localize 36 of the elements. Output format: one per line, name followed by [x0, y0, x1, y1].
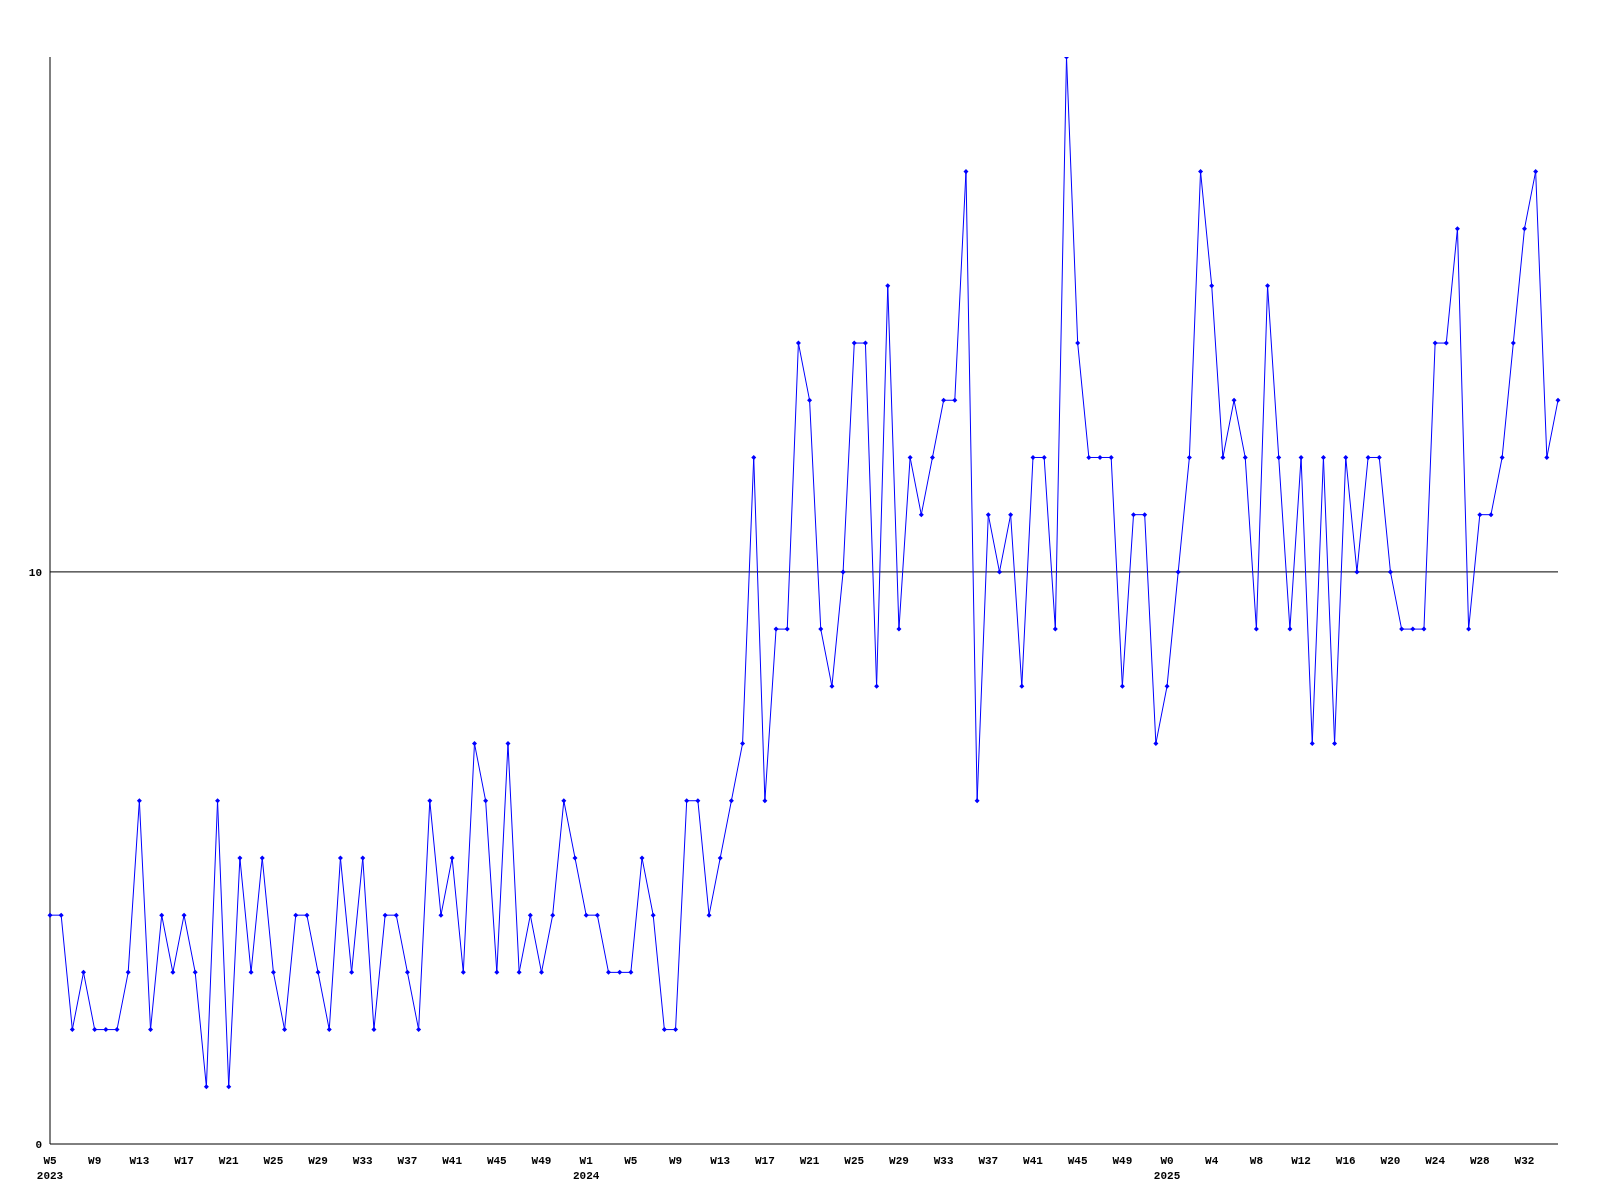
y-tick-label: 10 [28, 566, 42, 579]
x-tick-label: W28 [1469, 1155, 1491, 1167]
x-tick-label: W13 [710, 1155, 731, 1167]
x-tick-label: W45 [1067, 1155, 1088, 1167]
x-tick-label: W29 [889, 1155, 909, 1167]
x-tick-label: W0 2025 [1153, 1155, 1181, 1182]
x-tick-label: W20 [1380, 1155, 1401, 1167]
x-tick-label: W8 [1249, 1155, 1264, 1167]
x-tick-label: W4 [1205, 1155, 1219, 1167]
x-tick-label: W33 [933, 1155, 954, 1167]
x-tick-label: W12 [1291, 1155, 1311, 1167]
x-tick-label: W41 [442, 1155, 463, 1167]
y-tick-label: 0 [35, 1138, 42, 1151]
x-tick-label: W1 2024 [572, 1155, 600, 1182]
x-tick-label: W32 [1514, 1155, 1535, 1167]
x-tick-label: W37 [397, 1155, 418, 1167]
x-tick-label: W33 [352, 1155, 374, 1167]
x-tick-label: W24 [1425, 1155, 1446, 1167]
x-tick-label: W13 [129, 1155, 150, 1167]
x-tick-label: W21 [799, 1155, 820, 1167]
x-tick-label: W29 [308, 1155, 328, 1167]
x-tick-label: W37 [978, 1155, 999, 1167]
x-tick-label: W5 [624, 1155, 638, 1167]
x-tick-label: W9 [668, 1155, 683, 1167]
x-tick-label: W21 [218, 1155, 240, 1167]
x-tick-label: W45 [486, 1155, 508, 1167]
x-tick-label: W49 [1112, 1155, 1133, 1167]
x-tick-label: W5 2023 [36, 1155, 64, 1182]
x-tick-label: W49 [531, 1155, 552, 1167]
x-tick-label: W25 [844, 1155, 865, 1167]
x-tick-label: W41 [1023, 1155, 1044, 1167]
x-tick-label: W17 [174, 1155, 194, 1167]
x-tick-label: W25 [263, 1155, 284, 1167]
x-tick-label: W9 [88, 1155, 102, 1167]
x-tick-label: W17 [755, 1155, 775, 1167]
x-tick-label: W16 [1335, 1155, 1356, 1167]
